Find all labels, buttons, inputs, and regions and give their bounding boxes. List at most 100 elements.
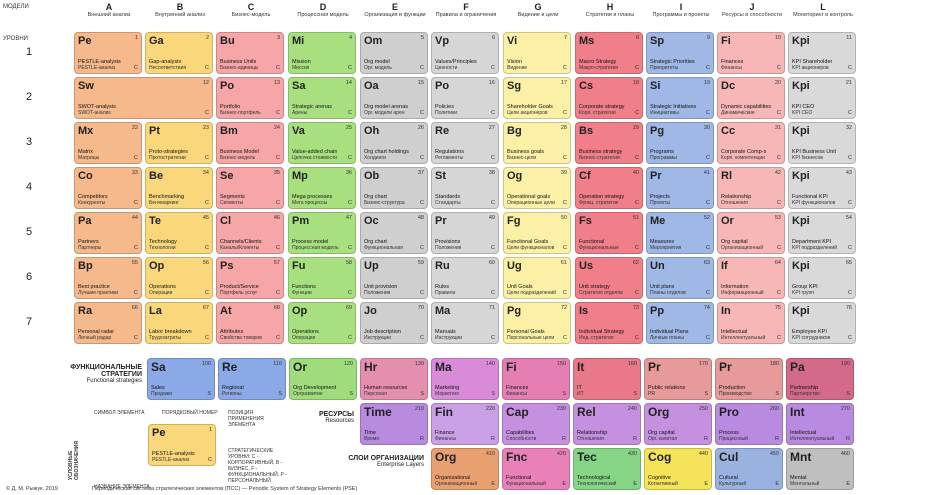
bottom-element-cell[interactable]: Cap 230 Capabilities Способности R bbox=[502, 403, 570, 445]
element-cell[interactable]: Fg 50 Functional Goals Цели функционалов C bbox=[503, 212, 571, 254]
element-cell[interactable]: Te 45 Technology Технологии C bbox=[145, 212, 213, 254]
element-cell[interactable]: Po 16 Policies Политики C bbox=[431, 77, 499, 119]
bottom-element-cell[interactable]: Fin 220 Finance Финансы R bbox=[431, 403, 499, 445]
element-cell[interactable]: St 38 Standards Стандарты C bbox=[431, 167, 499, 209]
element-cell[interactable]: Bu 3 Business Units Бизнес-единицы C bbox=[216, 32, 284, 74]
element-cell[interactable]: Ma 71 Manuals Инструкции C bbox=[431, 302, 499, 344]
element-cell[interactable]: Om 5 Org model Орг. модель C bbox=[360, 32, 428, 74]
element-cell[interactable]: Be 34 Benchmarking Бенчмаркинг C bbox=[145, 167, 213, 209]
bottom-element-cell[interactable]: Fnc 420 Functional Функциональный E bbox=[502, 448, 570, 490]
bottom-element-cell[interactable]: Cul 450 Cultural Культурный E bbox=[715, 448, 783, 490]
element-cell[interactable]: Bm 24 Business Model Бизнес-модель C bbox=[216, 122, 284, 164]
element-cell[interactable]: Kpi 32 KPI Business Unit KPI бизнесов C bbox=[788, 122, 856, 164]
element-cell[interactable]: Ms 8 Macro Strategy Макро-стратегия C bbox=[575, 32, 643, 74]
element-cell[interactable]: Ps 57 Product/Service Портфель услуг C bbox=[216, 257, 284, 299]
bottom-element-cell[interactable]: Or 120 Org Development Оргразвитие S bbox=[289, 358, 357, 400]
element-cell[interactable]: Un 63 Unit plans Планы отделов C bbox=[646, 257, 714, 299]
element-cell[interactable]: Pp 74 Individual Plans Личные планы C bbox=[646, 302, 714, 344]
element-cell[interactable]: Dc 20 Dynamic capabilities Динамические C bbox=[717, 77, 785, 119]
element-cell[interactable]: Us 62 Unit strategy Стратегия отделов C bbox=[575, 257, 643, 299]
element-cell[interactable]: Kpi 43 Functional KPI KPI функционалов C bbox=[788, 167, 856, 209]
element-cell[interactable]: Pm 47 Process model Процессная модель C bbox=[288, 212, 356, 254]
element-cell[interactable]: Ru 60 Rules Правила C bbox=[431, 257, 499, 299]
element-cell[interactable]: Cc 31 Corporate Comp-s Корп. компетенции C bbox=[717, 122, 785, 164]
element-cell[interactable]: Oc 48 Org chart Функциональная C bbox=[360, 212, 428, 254]
element-cell[interactable]: Co 33 Competitors Конкуренты C bbox=[74, 167, 142, 209]
element-cell[interactable]: Pt 23 Proto-strategies Протостратегии C bbox=[145, 122, 213, 164]
element-cell[interactable]: Pg 30 Programs Программы C bbox=[646, 122, 714, 164]
bottom-element-cell[interactable]: Tec 430 Technological Технологический E bbox=[573, 448, 641, 490]
element-cell[interactable]: Sp 9 Strategic Priorities Приоритеты C bbox=[646, 32, 714, 74]
element-cell[interactable]: Sw 12 SWOT-analysis SWOT-анализ C bbox=[74, 77, 213, 119]
element-cell[interactable]: Bg 28 Business goals Бизнес-цели C bbox=[503, 122, 571, 164]
element-cell[interactable]: Kpi 21 KPI CEO KPI CEO C bbox=[788, 77, 856, 119]
element-cell[interactable]: Oa 15 Org model arenas Орг. модели арен C bbox=[360, 77, 428, 119]
bottom-element-cell[interactable]: Pro 260 Process Процессный R bbox=[715, 403, 783, 445]
element-cell[interactable]: Cf 40 Operation strategy Функц. стратегия C bbox=[575, 167, 643, 209]
element-cell[interactable]: Pr 41 Projects Проекты C bbox=[646, 167, 714, 209]
element-cell[interactable]: Cl 46 Channels/Clients Каналы/Клиенты C bbox=[216, 212, 284, 254]
element-cell[interactable]: Fi 10 Finances Финансы C bbox=[717, 32, 785, 74]
element-number: 34 bbox=[202, 170, 209, 176]
bottom-element-cell[interactable]: Fi 150 Finances Финансы S bbox=[502, 358, 570, 400]
bottom-element-cell[interactable]: Hr 130 Human resources Персонал S bbox=[360, 358, 428, 400]
element-cell[interactable]: Oh 26 Org chart holdings Холдинги C bbox=[360, 122, 428, 164]
bottom-element-cell[interactable]: Sa 100 Sales Продажи S bbox=[147, 358, 215, 400]
element-cell[interactable]: La 67 Labor breakdown Трудозатраты C bbox=[145, 302, 213, 344]
element-cell[interactable]: Jo 70 Job description Инструкции C bbox=[360, 302, 428, 344]
element-cell[interactable]: Og 39 Operational goals Операционные цели C bbox=[503, 167, 571, 209]
element-cell[interactable]: Fu 58 Functions Функции C bbox=[288, 257, 356, 299]
element-cell[interactable]: Pg 72 Personal Goals Персональные цели C bbox=[503, 302, 571, 344]
bottom-element-cell[interactable]: Pr 170 Public relations PR S bbox=[644, 358, 712, 400]
element-cell[interactable]: Mi 4 Mission Миссия C bbox=[288, 32, 356, 74]
element-cell[interactable]: Pa 44 Partners Партнеры C bbox=[74, 212, 142, 254]
element-cell[interactable]: Sg 17 Shareholder Goals Цели акционеров C bbox=[503, 77, 571, 119]
element-cell[interactable]: Up 59 Unit provision Положения C bbox=[360, 257, 428, 299]
element-cell[interactable]: Bp 55 Best practice Лучшие практики C bbox=[74, 257, 142, 299]
element-cell[interactable]: Po 13 Portfolio Бизнес-портфель C bbox=[216, 77, 284, 119]
element-cell[interactable]: If 64 Information Информационный C bbox=[717, 257, 785, 299]
bottom-element-cell[interactable]: Rel 240 Relationship Отношения R bbox=[573, 403, 641, 445]
element-cell[interactable]: Ra 66 Personal radar Личный радар C bbox=[74, 302, 142, 344]
element-cell[interactable]: In 75 Intellectual Интеллектуальный C bbox=[717, 302, 785, 344]
bottom-element-cell[interactable]: Pr 180 Production Производство S bbox=[715, 358, 783, 400]
element-cell[interactable]: Op 69 Operations Операции C bbox=[288, 302, 356, 344]
bottom-element-cell[interactable]: It 160 IT ИТ S bbox=[573, 358, 641, 400]
element-cell[interactable]: Kpi 11 KPI Shareholder KPI акционеров C bbox=[788, 32, 856, 74]
element-cell[interactable]: Pr 49 Provisions Положения C bbox=[431, 212, 499, 254]
element-cell[interactable]: Re 27 Regulations Регламенты C bbox=[431, 122, 499, 164]
bottom-element-cell[interactable]: Org 250 Org capital Орг. капитал R bbox=[644, 403, 712, 445]
element-cell[interactable]: Vp 6 Values/Principles Ценности C bbox=[431, 32, 499, 74]
element-cell[interactable]: Op 56 Operations Операции C bbox=[145, 257, 213, 299]
bottom-element-cell[interactable]: Re 110 Regional Регионы S bbox=[218, 358, 286, 400]
element-cell[interactable]: Kpi 76 Employee KPI KPI сотрудников C bbox=[788, 302, 856, 344]
element-cell[interactable]: Mp 36 Mega processes Мега процессы C bbox=[288, 167, 356, 209]
element-cell[interactable]: Ga 2 Gap-analysis Несоответствия C bbox=[145, 32, 213, 74]
element-cell[interactable]: Bs 29 Business strategy Бизнес-стратегия C bbox=[575, 122, 643, 164]
element-cell[interactable]: Si 19 Strategic Initiatives Инициативы C bbox=[646, 77, 714, 119]
element-cell[interactable]: Ob 37 Org chart Бизнес-структура C bbox=[360, 167, 428, 209]
element-cell[interactable]: Kpi 65 Group KPI KPI групп C bbox=[788, 257, 856, 299]
element-cell[interactable]: At 68 Attributes Свойства товаров C bbox=[216, 302, 284, 344]
bottom-element-cell[interactable]: Cog 440 Cognitive Когнитивный E bbox=[644, 448, 712, 490]
element-cell[interactable]: Or 53 Org capital Организационный C bbox=[717, 212, 785, 254]
element-cell[interactable]: Is 73 Individual Strategy Инд. стратегия C bbox=[575, 302, 643, 344]
bottom-element-cell[interactable]: Time 210 Time Время R bbox=[360, 403, 428, 445]
element-cell[interactable]: Kpi 54 Department KPI KPI подразделений C bbox=[788, 212, 856, 254]
bottom-element-cell[interactable]: Org 410 Organizational Организационный E bbox=[431, 448, 499, 490]
element-cell[interactable]: Pe 1 PESTLE-analysis PESTLE-анализ C bbox=[74, 32, 142, 74]
bottom-element-cell[interactable]: Pa 190 Partnership Партнерство S bbox=[786, 358, 854, 400]
element-cell[interactable]: Mx 22 Matrix Матрицы C bbox=[74, 122, 142, 164]
bottom-element-cell[interactable]: Int 270 Intellectual Интеллектуальный R bbox=[786, 403, 854, 445]
element-cell[interactable]: Fs 51 Functional Функциональные C bbox=[575, 212, 643, 254]
element-cell[interactable]: Va 25 Value-added chain Цепочка стоимости C bbox=[288, 122, 356, 164]
element-cell[interactable]: Me 52 Measures Мероприятия C bbox=[646, 212, 714, 254]
element-cell[interactable]: Ug 61 Unit Goals Цели подразделений C bbox=[503, 257, 571, 299]
element-cell[interactable]: Vi 7 Vision Видение C bbox=[503, 32, 571, 74]
element-cell[interactable]: Se 35 Segments Сегменты C bbox=[216, 167, 284, 209]
element-cell[interactable]: Sa 14 Strategic arenas Арены C bbox=[288, 77, 356, 119]
element-cell[interactable]: Cs 18 Corporate strategy Корп. стратегия C bbox=[575, 77, 643, 119]
element-cell[interactable]: Rl 42 Relationship Отношения C bbox=[717, 167, 785, 209]
bottom-element-cell[interactable]: Ma 140 Marketing Маркетинг S bbox=[431, 358, 499, 400]
bottom-element-cell[interactable]: Mnt 460 Mental Ментальный E bbox=[786, 448, 854, 490]
